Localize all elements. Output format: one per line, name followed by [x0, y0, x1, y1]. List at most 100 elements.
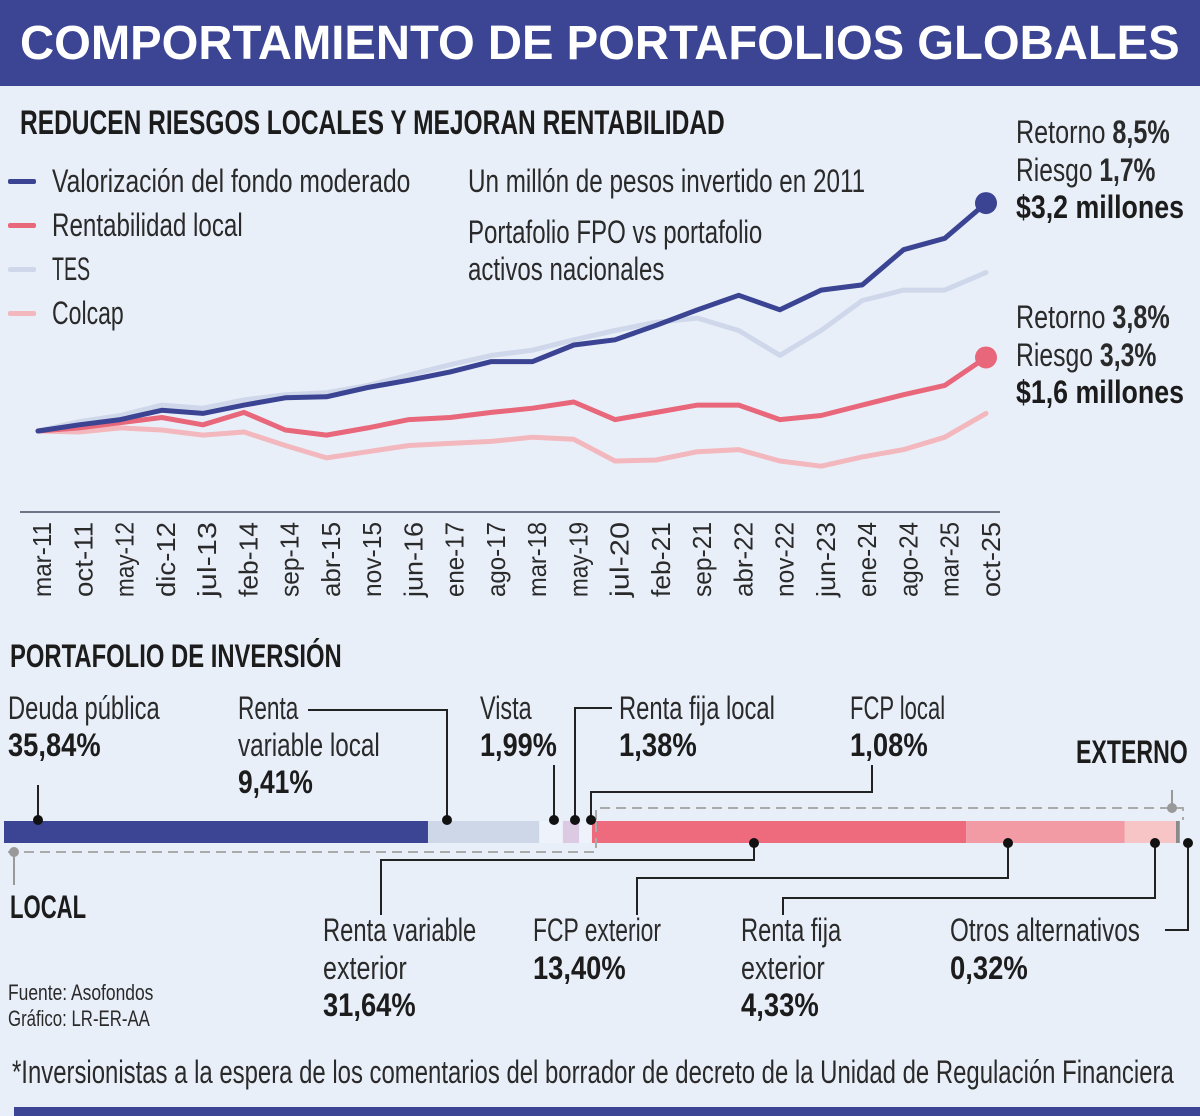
leader-dot	[549, 815, 559, 825]
bar-segment-7	[1124, 821, 1176, 843]
leader-renta-fija-local	[574, 707, 612, 820]
label-renta-variable-local-1: Renta	[238, 690, 299, 726]
x-tick-label: abr-15	[316, 522, 346, 597]
value-vista: 1,99%	[480, 727, 557, 763]
bar-segment-5	[591, 821, 967, 843]
bar-segment-0	[4, 821, 428, 843]
label-vista: Vista	[480, 690, 532, 726]
fund-risk: Riesgo 1,7%	[1016, 154, 1155, 186]
value-otros-alternativos: 0,32%	[950, 950, 1028, 986]
bar-segment-4	[579, 821, 592, 843]
leader-dot	[570, 815, 580, 825]
external-group-bracket	[595, 807, 1184, 820]
chart-subtitle: REDUCEN RIESGOS LOCALES Y MEJORAN RENTAB…	[20, 104, 725, 142]
leader-fcp-local	[590, 765, 873, 820]
value-renta-fija-exterior: 4,33%	[741, 987, 819, 1023]
value-renta-fija-local: 1,38%	[619, 727, 697, 763]
series-line-tes	[35, 270, 989, 434]
series-line-rentabilidad-local	[35, 354, 989, 438]
leader-dot	[1150, 838, 1160, 848]
leader-dot	[749, 838, 759, 848]
line-chart: mar-11 oct-11 may-12 dic-12 jul-13 feb-14 sep-…	[20, 192, 1006, 598]
legend-swatch-fund	[8, 179, 36, 184]
fund-return: Retorno 8,5%	[1016, 116, 1170, 148]
x-tick-label: feb-21	[646, 522, 676, 597]
label-otros-alternativos: Otros alternativos	[950, 912, 1140, 948]
x-tick-label: oct-25	[976, 522, 1006, 597]
leader-dot	[586, 815, 596, 825]
x-tick-label: may-12	[110, 522, 140, 597]
bottom-bar	[14, 1107, 1200, 1116]
local-risk-value: 3,3%	[1099, 337, 1157, 373]
portfolio-title: PORTAFOLIO DE INVERSIÓN	[10, 638, 342, 674]
leader-renta-fija-exterior	[782, 843, 1156, 915]
legend-label-local: Rentabilidad local	[52, 207, 243, 243]
value-fcp-exterior: 13,40%	[533, 950, 626, 986]
externo-label: EXTERNO	[1076, 734, 1188, 770]
legend-swatch-tes	[8, 267, 36, 272]
legend-swatch-local	[8, 223, 36, 228]
series-line-colcap	[35, 410, 989, 469]
x-tick-label: abr-22	[728, 522, 758, 597]
source-text: Fuente: Asofondos	[8, 980, 154, 1005]
credit-text: Gráfico: LR-ER-AA	[8, 1006, 150, 1031]
bar-segment-8	[1175, 821, 1180, 843]
value-renta-variable-exterior: 31,64%	[323, 987, 416, 1023]
x-tick-label: nov-22	[770, 522, 800, 597]
label-renta-variable-exterior-2: exterior	[323, 950, 407, 986]
fund-return-value: 8,5%	[1112, 114, 1170, 150]
x-tick-label: jun-23	[811, 522, 841, 598]
label-fcp-local: FCP local	[850, 690, 946, 726]
local-leader-dot	[9, 847, 19, 857]
legend-label-tes: TES	[52, 251, 91, 287]
external-leader-dot	[1167, 803, 1177, 813]
bar-segment-3	[562, 821, 580, 843]
label-renta-variable-exterior-1: Renta variable	[323, 912, 477, 948]
x-tick-label: ene-24	[852, 522, 882, 597]
fund-return-label: Retorno	[1016, 114, 1106, 150]
leader-dot	[33, 815, 43, 825]
series-line-valorizaci-n-del-fondo-moderado	[35, 200, 989, 434]
x-tick-label: may-19	[563, 522, 593, 597]
footnote: *Inversionistas a la espera de los comen…	[12, 1054, 1174, 1090]
leader-dot	[1183, 838, 1193, 848]
x-tick-label: jul-20	[605, 522, 635, 598]
value-fcp-local: 1,08%	[850, 727, 928, 763]
local-group-bracket	[8, 820, 597, 853]
value-renta-variable-local: 9,41%	[238, 764, 313, 800]
x-tick-label: oct-11	[68, 522, 98, 597]
x-tick-label: ene-17	[440, 522, 470, 597]
fund-risk-value: 1,7%	[1099, 152, 1156, 188]
local-return-label: Retorno	[1016, 299, 1106, 335]
x-tick-label: ago-17	[481, 522, 511, 597]
title-bar	[0, 0, 1200, 86]
local-label: LOCAL	[10, 889, 87, 925]
end-marker	[975, 192, 997, 215]
label-renta-fija-local: Renta fija local	[619, 690, 775, 726]
x-tick-label: sep-14	[275, 522, 305, 597]
label-renta-fija-exterior-2: exterior	[741, 950, 825, 986]
local-return: Retorno 3,8%	[1016, 301, 1170, 333]
x-tick-label: feb-14	[233, 522, 263, 597]
x-tick-label: jul-13	[192, 522, 222, 598]
x-tick-label: sep-21	[687, 522, 717, 597]
leader-dot	[1003, 838, 1013, 848]
local-amount: $1,6 millones	[1016, 374, 1184, 410]
bar-segment-6	[966, 821, 1125, 843]
chart-note-investment: Un millón de pesos invertido en 2011	[468, 163, 866, 199]
legend-label-colcap: Colcap	[52, 295, 124, 331]
legend-swatch-colcap	[8, 311, 36, 316]
local-risk: Riesgo 3,3%	[1016, 339, 1156, 371]
x-tick-label: ago-24	[893, 522, 923, 597]
label-fcp-exterior: FCP exterior	[533, 912, 662, 948]
fund-risk-label: Riesgo	[1016, 152, 1093, 188]
local-risk-label: Riesgo	[1016, 337, 1094, 373]
x-tick-label: mar-18	[522, 522, 552, 597]
x-tick-label: mar-25	[935, 522, 965, 597]
x-tick-label: jun-16	[398, 522, 428, 598]
bar-segment-1	[427, 821, 540, 843]
leader-renta-variable-exterior	[380, 843, 755, 915]
value-deuda-publica: 35,84%	[8, 727, 101, 763]
x-tick-label: nov-15	[357, 522, 387, 597]
